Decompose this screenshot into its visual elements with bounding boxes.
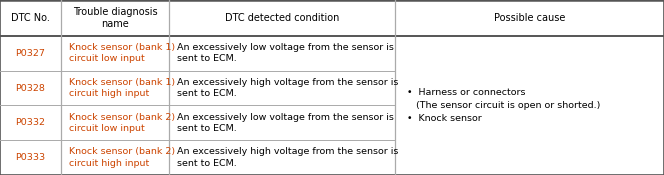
Text: DTC detected condition: DTC detected condition <box>225 13 339 23</box>
Text: An excessively low voltage from the sensor is
sent to ECM.: An excessively low voltage from the sens… <box>177 113 394 133</box>
Text: Knock sensor (bank 1)
circuit high input: Knock sensor (bank 1) circuit high input <box>69 78 175 98</box>
Text: An excessively high voltage from the sensor is
sent to ECM.: An excessively high voltage from the sen… <box>177 147 398 168</box>
Text: An excessively low voltage from the sensor is
sent to ECM.: An excessively low voltage from the sens… <box>177 43 394 64</box>
Text: Knock sensor (bank 2)
circuit high input: Knock sensor (bank 2) circuit high input <box>69 147 175 168</box>
Text: Knock sensor (bank 1)
circuit low input: Knock sensor (bank 1) circuit low input <box>69 43 175 64</box>
Text: Trouble diagnosis
name: Trouble diagnosis name <box>73 6 157 29</box>
Text: P0328: P0328 <box>16 83 45 93</box>
Text: P0333: P0333 <box>15 153 46 162</box>
Text: P0332: P0332 <box>15 118 46 127</box>
Text: An excessively high voltage from the sensor is
sent to ECM.: An excessively high voltage from the sen… <box>177 78 398 98</box>
Text: •  Harness or connectors
   (The sensor circuit is open or shorted.)
•  Knock se: • Harness or connectors (The sensor circ… <box>407 88 600 123</box>
Text: Knock sensor (bank 2)
circuit low input: Knock sensor (bank 2) circuit low input <box>69 113 175 133</box>
Text: P0327: P0327 <box>16 49 45 58</box>
Text: DTC No.: DTC No. <box>11 13 50 23</box>
Text: Possible cause: Possible cause <box>494 13 565 23</box>
